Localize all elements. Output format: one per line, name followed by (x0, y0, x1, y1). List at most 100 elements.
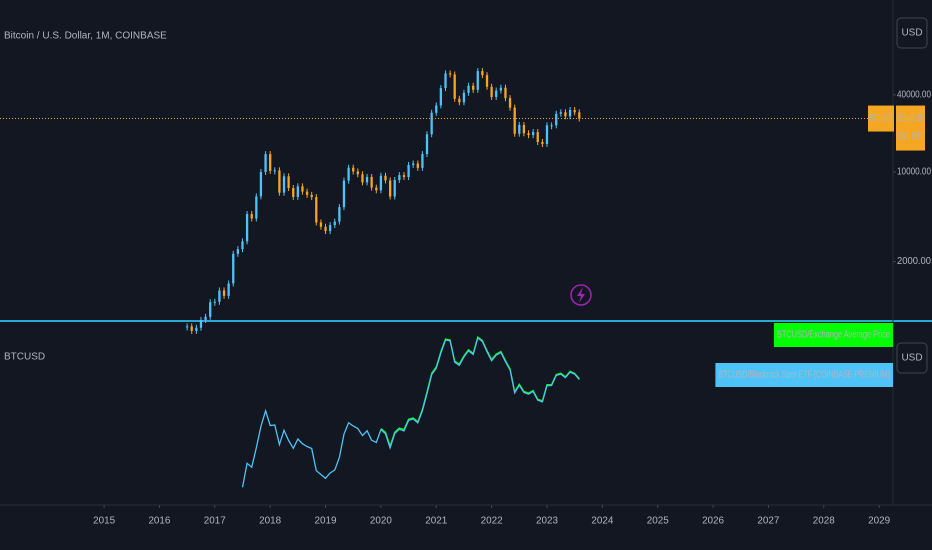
series-line (241, 336, 580, 488)
candle (508, 98, 512, 108)
candle (545, 125, 549, 144)
candle (499, 87, 503, 91)
candle (333, 221, 336, 226)
candle (568, 110, 572, 117)
candle (218, 290, 221, 302)
x-tick-label: 2023 (536, 516, 558, 527)
candle (213, 301, 216, 303)
candle (232, 253, 235, 284)
candle (310, 194, 313, 198)
candle (185, 326, 189, 328)
candle (398, 175, 401, 181)
candle (199, 319, 203, 328)
candle (531, 132, 535, 136)
candle (421, 154, 424, 168)
currency-button[interactable] (896, 342, 928, 374)
candle (458, 98, 461, 103)
last-price-label: 26140.25 (897, 113, 924, 124)
y-tick-label: 40000.00 (897, 90, 931, 101)
currency-label[interactable]: USD (901, 353, 922, 364)
symbol-label: BTCUSD (870, 113, 893, 124)
candle (559, 112, 562, 114)
candle (578, 112, 581, 119)
candle (227, 283, 230, 296)
candle (195, 327, 198, 331)
candle (292, 188, 295, 197)
candle (264, 154, 267, 173)
candle (448, 73, 452, 75)
candle (476, 71, 479, 90)
symbol-tag (868, 105, 894, 132)
candle (384, 175, 387, 181)
x-tick-label: 2025 (647, 516, 669, 527)
candle (222, 290, 226, 296)
candle (444, 73, 447, 89)
candle (255, 196, 258, 219)
candle (342, 180, 346, 208)
candle (352, 167, 355, 172)
currency-label[interactable]: USD (901, 28, 922, 39)
candle (513, 107, 516, 134)
legend-swatch[interactable] (715, 363, 893, 387)
candle (365, 176, 369, 183)
candle (250, 214, 253, 219)
candle (375, 187, 378, 191)
x-tick-label: 2017 (204, 516, 226, 527)
candle (555, 113, 558, 126)
x-tick-label: 2016 (148, 516, 170, 527)
chart-title: Bitcoin / U.S. Dollar, 1M, COINBASE (4, 31, 167, 42)
candle (278, 170, 281, 193)
x-tick-label: 2028 (813, 516, 835, 527)
candle (328, 225, 332, 232)
candle (518, 124, 521, 134)
candle (435, 105, 438, 113)
candle (245, 214, 249, 242)
candle (412, 163, 415, 165)
candle (282, 176, 286, 193)
candle (485, 75, 489, 87)
candle (315, 197, 318, 223)
candle (204, 316, 207, 320)
candle (564, 112, 567, 117)
pane-title: BTCUSD (4, 352, 45, 363)
x-tick-label: 2020 (370, 516, 392, 527)
candle (550, 125, 553, 127)
candle (319, 222, 323, 227)
y-tick-label: 10000.00 (897, 167, 931, 178)
x-tick-label: 2027 (757, 516, 779, 527)
currency-button[interactable] (896, 17, 928, 49)
candle (430, 112, 433, 135)
candle (481, 71, 484, 76)
legend-label[interactable]: BTCUSD/Blackrock Spot-ETF (COINBASE PREM… (718, 370, 890, 381)
candle (324, 226, 327, 232)
candle (236, 249, 240, 254)
candle (296, 186, 299, 197)
candle (209, 302, 212, 317)
candle (472, 85, 475, 90)
x-tick-label: 2021 (425, 516, 447, 527)
candle (393, 180, 396, 197)
legend-swatch[interactable] (773, 323, 893, 347)
x-tick-label: 2018 (259, 516, 281, 527)
candle (287, 176, 290, 189)
candle (541, 141, 544, 144)
candle (305, 191, 309, 195)
price-tag (896, 105, 925, 151)
legend-label[interactable]: BTCUSD/Exchange Average Price (777, 330, 890, 341)
candle (379, 175, 383, 191)
x-tick-label: 2019 (315, 516, 337, 527)
event-marker[interactable] (570, 284, 592, 306)
candle (504, 87, 507, 99)
x-tick-label: 2026 (702, 516, 724, 527)
candle (527, 133, 530, 136)
x-tick-label: 2024 (591, 516, 613, 527)
candle (416, 163, 419, 168)
candle (536, 132, 539, 142)
candle (573, 110, 576, 113)
candle (490, 86, 493, 97)
candle (269, 154, 272, 171)
candle (347, 167, 350, 181)
candle (522, 124, 526, 134)
